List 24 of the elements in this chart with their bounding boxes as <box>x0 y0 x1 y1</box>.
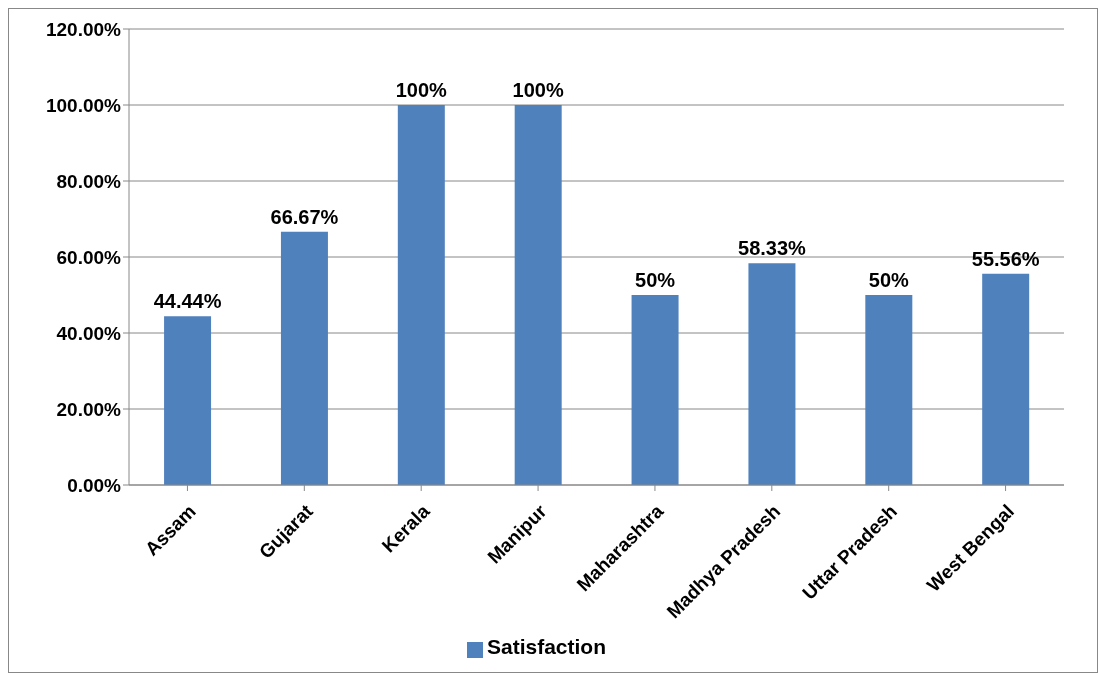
bar <box>982 273 1030 485</box>
y-tick-label: 120.00% <box>45 18 122 40</box>
bar <box>748 263 796 485</box>
y-tick-label: 100.00% <box>45 94 122 116</box>
legend-label: Satisfaction <box>486 635 607 658</box>
data-label: 44.44% <box>153 290 222 313</box>
y-tick-label: 20.00% <box>56 398 122 420</box>
y-tick-label: 0.00% <box>67 474 122 496</box>
bar <box>514 105 562 485</box>
y-tick-label: 80.00% <box>56 170 122 192</box>
data-label: 50% <box>635 269 676 291</box>
bar <box>164 316 212 485</box>
data-label: 50% <box>868 269 910 291</box>
bar <box>865 295 913 485</box>
bar <box>397 105 445 485</box>
data-label: 58.33% <box>738 237 807 260</box>
data-label: 100% <box>512 79 564 101</box>
data-label: 55.56% <box>971 247 1040 270</box>
data-label: 66.67% <box>270 205 339 228</box>
bar <box>631 295 679 485</box>
bar <box>280 231 328 485</box>
y-tick-label: 40.00% <box>56 322 122 344</box>
data-label: 100% <box>395 79 448 101</box>
y-tick-label: 60.00% <box>56 246 122 268</box>
